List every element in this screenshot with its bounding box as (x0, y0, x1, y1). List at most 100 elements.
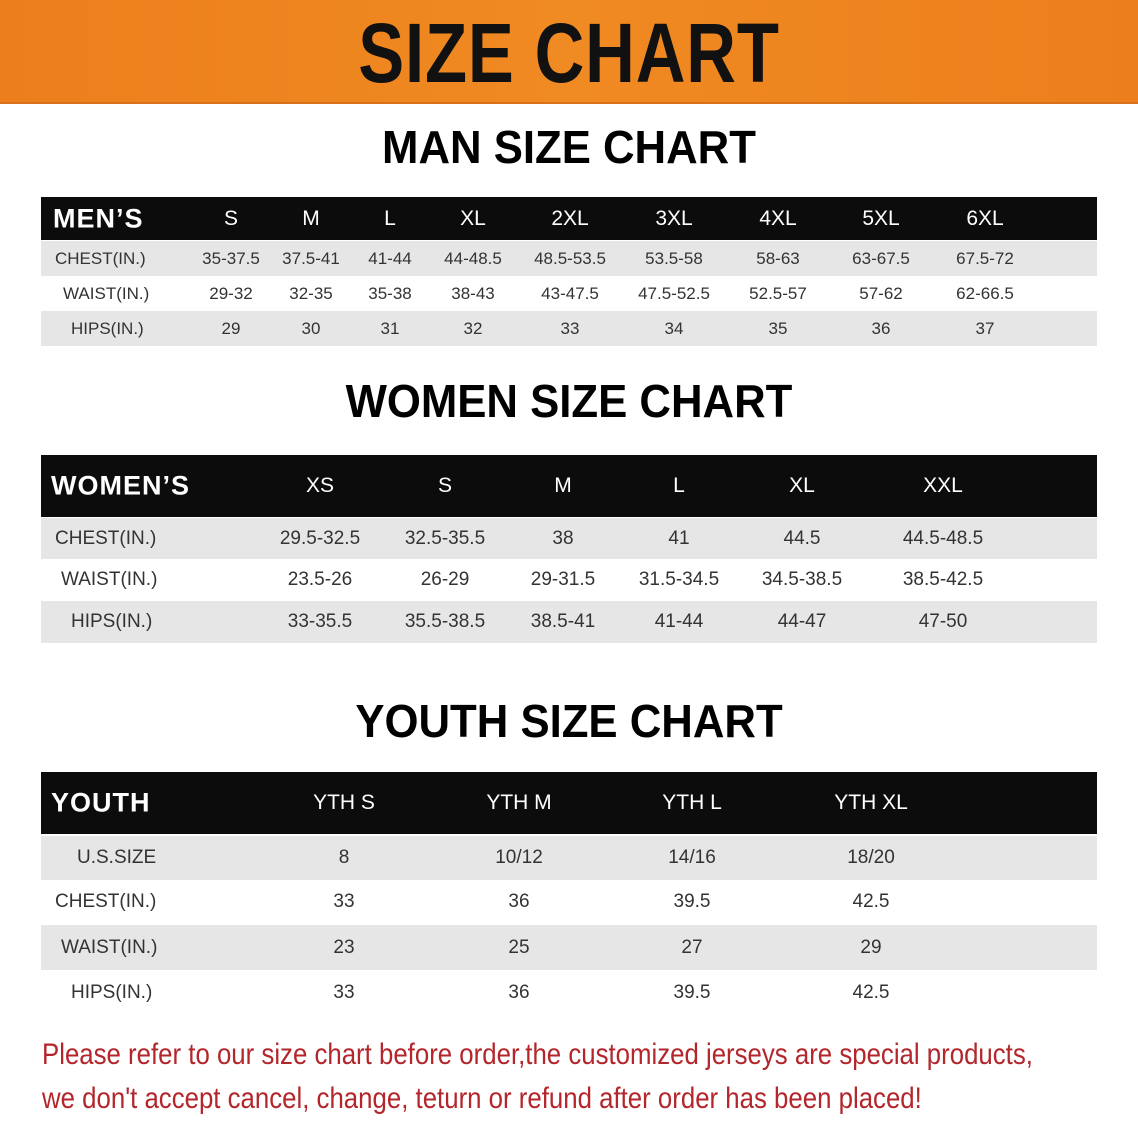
women-size-table: WOMEN’S XS S M L XL XXL CHEST(IN.) 29.5-32.5 32.5… (41, 455, 1097, 643)
table-cell: 44.5-48.5 (902, 527, 984, 549)
size-header-cell: XXL (923, 474, 963, 497)
table-cell: 37.5-41 (282, 248, 340, 268)
note-line-1: Please refer to our size chart before or… (42, 1038, 1033, 1071)
table-cell: 30 (301, 318, 321, 338)
row-label: WAIST(IN.) (61, 936, 158, 958)
table-cell: 38-43 (451, 284, 495, 303)
table-cell: 33 (333, 891, 355, 912)
table-cell: 38.5-41 (530, 611, 596, 632)
title-banner: SIZE CHART (0, 0, 1138, 104)
women-heading: WOMEN SIZE CHART (345, 375, 793, 427)
table-row: WAIST(IN.) 29-32 32-35 35-38 38-43 43-47.5 47.… (41, 277, 1097, 311)
table-cell: 32-35 (289, 284, 333, 303)
table-row: HIPS(IN.) 29 30 31 32 33 34 35 36 37 (41, 311, 1097, 346)
table-cell: 48.5-53.5 (534, 248, 606, 268)
table-cell: 10/12 (495, 847, 543, 868)
table-cell: 35.5-38.5 (404, 611, 486, 632)
size-header-cell: S (437, 474, 453, 497)
table-cell: 67.5-72 (956, 248, 1014, 268)
row-label: CHEST(IN.) (55, 527, 157, 549)
table-cell: 41-44 (654, 611, 704, 632)
row-label: HIPS(IN.) (71, 611, 153, 632)
table-cell: 33 (333, 982, 355, 1003)
size-header-cell: YTH S (313, 791, 375, 814)
size-header-cell: L (384, 206, 396, 230)
size-header-cell: YTH XL (834, 791, 908, 814)
table-cell: 32 (463, 318, 483, 338)
table-cell: 35-38 (368, 284, 412, 303)
size-header-cell: 5XL (862, 206, 900, 230)
table-cell: 23 (333, 936, 355, 958)
row-label: CHEST(IN.) (55, 248, 146, 268)
table-cell: 44.5 (783, 527, 821, 549)
table-row: U.S.SIZE 8 10/12 14/16 18/20 (41, 836, 1097, 880)
size-header-cell: S (223, 206, 239, 230)
men-size-table: MEN’S S M L XL 2XL 3XL 4XL 5XL 6XL CHEST(IN.) 35-37… (41, 197, 1097, 346)
table-cell: 39.5 (673, 982, 711, 1003)
table-cell: 34.5-38.5 (761, 568, 843, 590)
size-header-cell: L (673, 474, 685, 497)
table-cell: 23.5-26 (287, 568, 353, 590)
size-header-cell: YTH M (486, 791, 552, 814)
table-cell: 42.5 (852, 891, 890, 912)
table-title-cell: YOUTH (51, 787, 151, 818)
table-cell: 38.5-42.5 (902, 568, 984, 590)
table-cell: 25 (508, 936, 530, 958)
size-header-cell: 3XL (655, 206, 693, 230)
table-cell: 31 (380, 318, 400, 338)
table-cell: 44-48.5 (444, 248, 502, 268)
row-label: WAIST(IN.) (61, 568, 158, 590)
table-row: CHEST(IN.) 33 36 39.5 42.5 (41, 880, 1097, 924)
table-header-row: YOUTH YTH S YTH M YTH L YTH XL (41, 772, 1097, 834)
table-cell: 58-63 (756, 248, 800, 268)
row-label: WAIST(IN.) (63, 284, 150, 303)
table-title-cell: MEN’S (53, 203, 144, 233)
table-cell: 29-32 (209, 284, 253, 303)
table-cell: 36 (508, 982, 530, 1003)
table-cell: 53.5-58 (645, 248, 703, 268)
youth-heading: YOUTH SIZE CHART (355, 695, 783, 747)
size-header-cell: XL (789, 474, 815, 497)
size-header-cell: XL (460, 206, 486, 230)
table-row: HIPS(IN.) 33-35.5 35.5-38.5 38.5-41 41-44 44-… (41, 601, 1097, 643)
size-header-cell: YTH L (662, 791, 722, 814)
size-header-cell: M (554, 474, 572, 497)
table-cell: 33-35.5 (287, 611, 353, 632)
table-title-cell: WOMEN’S (51, 470, 190, 501)
table-cell: 63-67.5 (852, 248, 910, 268)
table-row: CHEST(IN.) 29.5-32.5 32.5-35.5 38 41 44.5 44.5… (41, 518, 1097, 559)
table-cell: 29 (860, 936, 882, 958)
table-cell: 31.5-34.5 (638, 568, 720, 590)
table-cell: 37 (975, 318, 995, 338)
table-cell: 41-44 (368, 248, 412, 268)
youth-size-table: YOUTH YTH S YTH M YTH L YTH XL U.S.SIZE 8 10/12… (41, 772, 1097, 1015)
row-label: HIPS(IN.) (71, 982, 153, 1003)
row-label: U.S.SIZE (77, 847, 157, 868)
page-title: SIZE CHART (358, 6, 780, 100)
table-row: WAIST(IN.) 23.5-26 26-29 29-31.5 31.5-34.5 34… (41, 559, 1097, 600)
table-header-row: MEN’S S M L XL 2XL 3XL 4XL 5XL 6XL (41, 197, 1097, 240)
row-label: CHEST(IN.) (55, 891, 157, 912)
table-cell: 47.5-52.5 (638, 284, 710, 303)
men-heading: MAN SIZE CHART (382, 121, 756, 173)
size-header-cell: XS (305, 474, 335, 497)
table-cell: 29-31.5 (530, 568, 596, 590)
table-cell: 36 (871, 318, 891, 338)
table-cell: 34 (664, 318, 684, 338)
table-cell: 33 (560, 318, 580, 338)
table-cell: 39.5 (673, 891, 711, 912)
table-cell: 43-47.5 (541, 284, 599, 303)
size-header-cell: 2XL (551, 206, 589, 230)
table-cell: 44-47 (777, 611, 827, 632)
note-line-2: we don't accept cancel, change, teturn o… (42, 1082, 922, 1115)
table-cell: 18/20 (847, 847, 895, 868)
table-row: HIPS(IN.) 33 36 39.5 42.5 (41, 971, 1097, 1015)
table-cell: 52.5-57 (749, 284, 807, 303)
table-cell: 38 (552, 527, 574, 549)
table-cell: 36 (508, 891, 530, 912)
table-cell: 8 (338, 847, 350, 868)
table-cell: 29 (221, 318, 241, 338)
table-cell: 29.5-32.5 (279, 527, 361, 549)
table-cell: 26-29 (420, 568, 470, 590)
size-header-cell: M (302, 206, 320, 230)
